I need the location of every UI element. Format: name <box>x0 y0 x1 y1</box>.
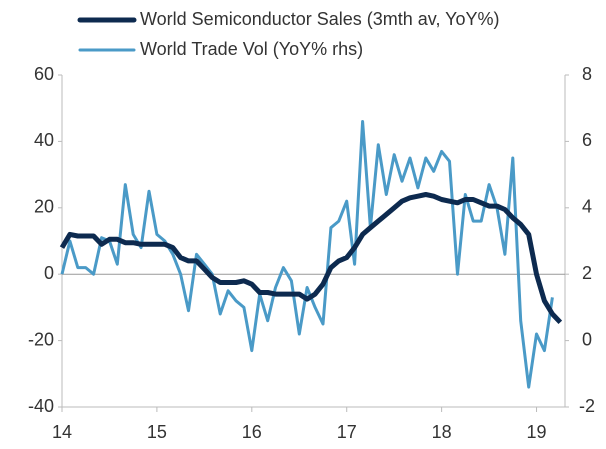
y2-tick-label: 6 <box>582 130 592 150</box>
y-tick-label: 20 <box>34 197 54 217</box>
y-tick-label: 40 <box>34 130 54 150</box>
y-tick-label: 60 <box>34 64 54 84</box>
x-tick-label: 19 <box>527 422 547 442</box>
legend-label: World Semiconductor Sales (3mth av, YoY%… <box>140 9 500 29</box>
y2-tick-label: 8 <box>582 64 592 84</box>
y2-tick-label: 2 <box>582 263 592 283</box>
x-tick-label: 18 <box>432 422 452 442</box>
x-tick-label: 17 <box>337 422 357 442</box>
x-tick-label: 16 <box>242 422 262 442</box>
y2-tick-label: 0 <box>582 329 592 349</box>
series-line <box>60 120 554 389</box>
legend-label: World Trade Vol (YoY% rhs) <box>140 39 363 59</box>
y-tick-label: -20 <box>28 329 54 349</box>
y2-tick-label: -2 <box>579 396 595 416</box>
y-tick-label: -40 <box>28 396 54 416</box>
series-line <box>59 192 563 325</box>
y-tick-label: 0 <box>44 263 54 283</box>
x-tick-label: 14 <box>52 422 72 442</box>
y2-tick-label: 4 <box>582 197 592 217</box>
x-tick-label: 15 <box>147 422 167 442</box>
